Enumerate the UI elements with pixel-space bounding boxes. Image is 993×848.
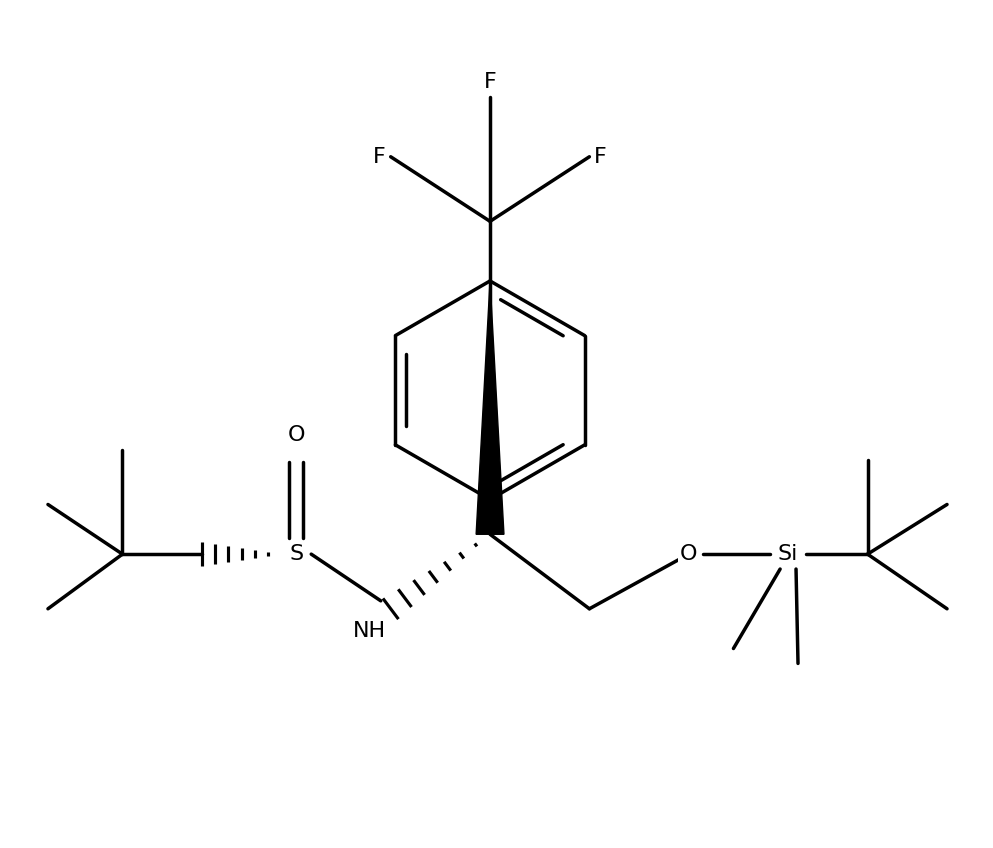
Text: F: F [484, 72, 496, 92]
Text: F: F [595, 147, 607, 167]
Text: S: S [289, 544, 304, 564]
Text: O: O [288, 425, 305, 445]
Text: NH: NH [353, 621, 385, 641]
Text: Si: Si [778, 544, 798, 564]
Text: O: O [680, 544, 697, 564]
Polygon shape [476, 281, 504, 534]
Text: F: F [373, 147, 385, 167]
